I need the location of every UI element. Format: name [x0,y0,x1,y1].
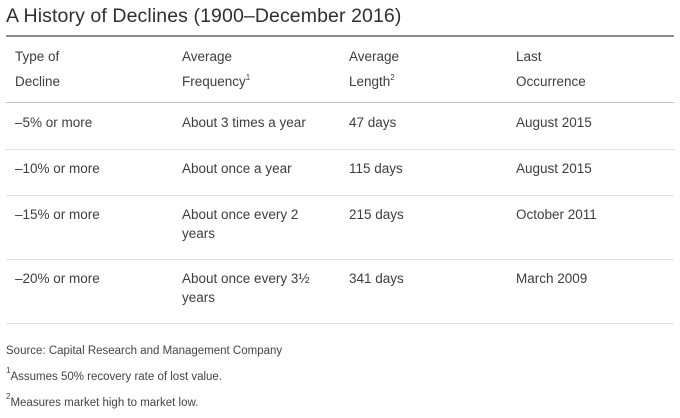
footnote-2: 2Measures market high to market low. [6,393,199,409]
header-footnote-mark: 2 [390,72,395,82]
footnote-text: Measures market high to market low. [10,397,199,409]
header-line1: Type of [15,49,60,64]
row-2-last: August 2015 [516,161,592,176]
row-2-frequency: About once a year [182,161,292,176]
header-footnote-mark: 1 [245,72,251,82]
source-note: Source: Capital Research and Management … [6,345,283,357]
row-3-frequency: About once every 2 years [182,207,299,241]
row-4-last: March 2009 [516,271,588,286]
footnote-1: 1Assumes 50% recovery rate of lost value… [6,367,223,383]
row-3-last: October 2011 [516,207,597,222]
footnote-mark: 2 [6,392,11,402]
table-title: A History of Declines (1900–December 201… [6,5,402,27]
top-divider [6,35,674,37]
row-2-length: 115 days [349,161,403,176]
header-type-of-decline: Type of Decline [15,44,60,94]
header-line2: Occurrence [516,74,586,89]
header-line1: Average [349,49,400,64]
header-line2: Decline [15,74,61,89]
row-divider [6,195,674,196]
row-1-frequency: About 3 times a year [182,115,306,130]
row-2-type: –10% or more [15,161,100,176]
row-4-length: 341 days [349,271,404,286]
row-4-type: –20% or more [15,271,100,286]
header-line2: Frequency [182,74,246,89]
row-divider [6,149,674,150]
row-1-last: August 2015 [516,115,592,130]
footnote-text: Assumes 50% recovery rate of lost value. [10,371,223,383]
row-3-length: 215 days [349,207,404,222]
header-line2: Length [349,74,391,89]
header-average-length: Average Length2 [349,44,399,94]
header-line1: Last [516,49,542,64]
header-average-frequency: Average Frequency1 [182,44,250,94]
header-divider [6,102,674,103]
row-1-length: 47 days [349,115,397,130]
row-1-type: –5% or more [15,115,93,130]
row-3-type: –15% or more [15,207,100,222]
row-divider [6,323,674,324]
footnote-mark: 1 [6,366,11,376]
row-4-frequency: About once every 3½ years [182,271,310,305]
row-divider [6,259,674,260]
header-last-occurrence: Last Occurrence [516,44,586,94]
header-line1: Average [182,49,233,64]
